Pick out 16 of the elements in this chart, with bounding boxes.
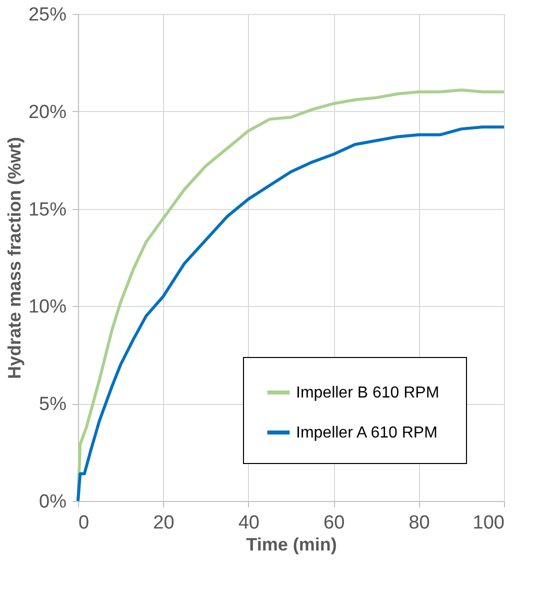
x-tick-label: 80 [408,512,430,534]
legend-label: Impeller A 610 RPM [296,424,438,442]
x-tick-label: 40 [238,512,260,534]
y-tick-label: 10% [28,296,67,318]
x-tick-label: 0 [78,512,90,534]
y-tick-label: 15% [28,199,67,220]
x-axis-title: Time (min) [246,534,337,554]
y-tick-label: 25% [28,4,67,26]
y-tick-label: 5% [39,394,67,416]
y-tick-label: 0% [39,492,67,512]
y-tick-label: 20% [28,102,67,123]
x-tick-label: 20 [153,512,174,534]
x-tick-label: 60 [324,512,345,534]
legend-label: Impeller B 610 RPM [296,384,440,402]
y-axis-title: Hydrate mass fraction (%wt) [4,136,24,380]
x-tick-label: 100 [472,512,504,534]
